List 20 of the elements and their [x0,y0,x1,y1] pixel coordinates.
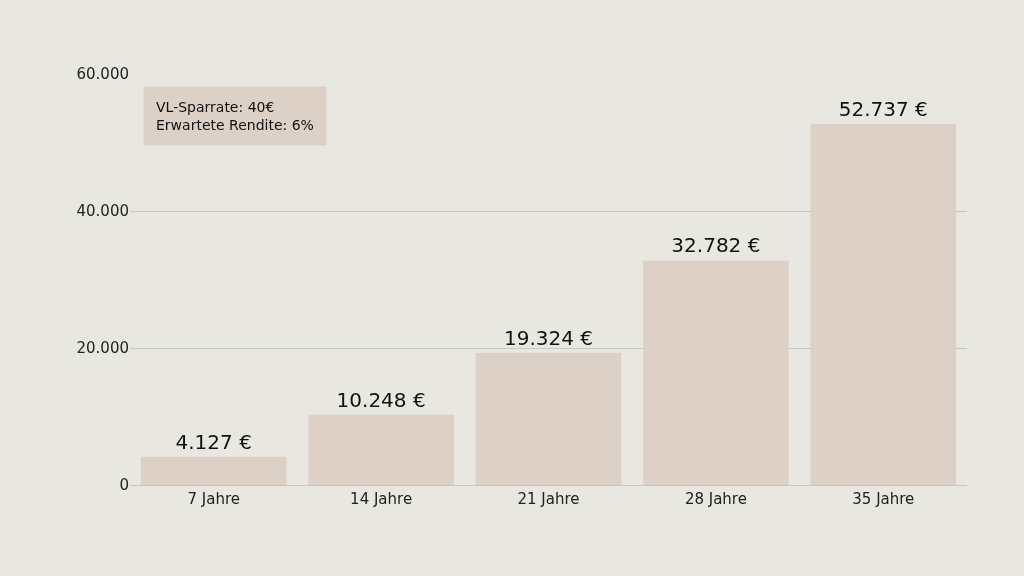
bar [308,414,454,485]
data-label: 32.782 € [671,233,761,258]
data-label: 52.737 € [838,96,928,121]
y-tick-label: 40.000 [76,202,129,221]
x-tick-label: 35 Jahre [852,490,915,508]
annotation: VL-Sparrate: 40€ Erwartete Rendite: 6% [156,99,314,134]
y-tick-label: 20.000 [76,339,129,358]
x-tick-label: 21 Jahre [517,490,580,508]
bar [140,456,287,485]
bar [810,123,957,485]
bar [643,260,789,485]
y-tick-label: 60.000 [76,65,129,84]
x-tick-label: 7 Jahre [187,490,240,508]
x-tick-label: 14 Jahre [350,490,413,508]
y-tick-label: 0 [119,476,129,495]
data-label: 19.324 € [503,325,594,350]
bar [475,352,622,485]
data-label: 4.127 € [175,429,252,454]
data-label: 10.248 € [336,387,426,412]
x-tick-label: 28 Jahre [684,490,747,508]
